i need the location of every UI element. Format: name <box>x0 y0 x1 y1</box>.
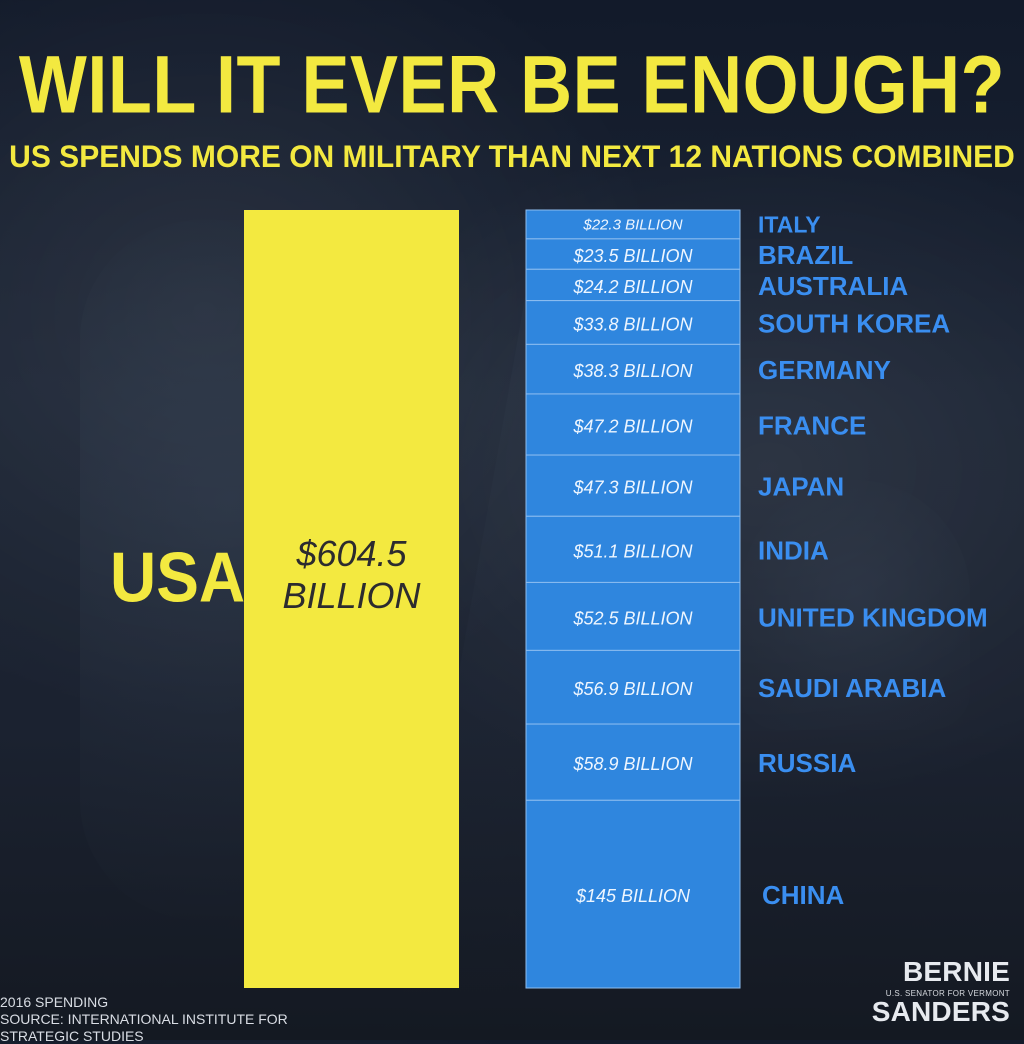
stack-value-label: $145 BILLION <box>575 886 691 906</box>
stack-bar-france <box>525 393 741 456</box>
country-label: FRANCE <box>758 411 866 441</box>
brand-name-bottom: SANDERS <box>871 996 1010 1027</box>
stack-bar-united-kingdom <box>525 581 741 651</box>
usa-value-line-2: BILLION <box>282 575 421 616</box>
country-label: UNITED KINGDOM <box>758 602 988 632</box>
stack-value-label: $52.5 BILLION <box>572 608 693 628</box>
country-label: INDIA <box>758 535 829 565</box>
stack-value-label: $23.5 BILLION <box>572 246 693 266</box>
stack-bar-south-korea <box>525 300 741 345</box>
stack-value-label: $24.2 BILLION <box>572 277 693 297</box>
usa-value-line-1: $604.5 <box>295 533 407 574</box>
stack-value-label: $33.8 BILLION <box>572 314 693 334</box>
stack-bar-japan <box>525 454 741 517</box>
page-title: WILL IT EVER BE ENOUGH? <box>18 39 1006 131</box>
usa-bar <box>244 210 459 988</box>
stack-value-label: $58.9 BILLION <box>572 754 693 774</box>
stack-value-label: $51.1 BILLION <box>572 541 693 561</box>
source-line: SOURCE: INTERNATIONAL INSTITUTE FOR STRA… <box>0 1010 288 1044</box>
stack-value-label: $22.3 BILLION <box>582 216 682 233</box>
country-label: AUSTRALIA <box>758 271 908 301</box>
stack-bar-russia <box>525 723 741 801</box>
usa-label: USA <box>110 537 246 617</box>
stack-value-label: $56.9 BILLION <box>572 679 693 699</box>
country-label: ITALY <box>758 211 821 237</box>
brand-name-top: BERNIE <box>903 956 1010 987</box>
country-label: GERMANY <box>758 355 891 385</box>
stack-value-label: $38.3 BILLION <box>572 361 693 381</box>
stack-bar-brazil <box>525 238 741 270</box>
page-subtitle: US SPENDS MORE ON MILITARY THAN NEXT 12 … <box>9 139 1015 175</box>
stack-bar-china <box>525 799 741 989</box>
country-label: SOUTH KOREA <box>758 308 950 338</box>
brand-logo: BERNIE U.S. SENATOR for VERMONT SANDERS <box>870 958 1010 1026</box>
stack-bar-italy <box>525 209 741 240</box>
country-label: BRAZIL <box>758 240 853 270</box>
stack-bar-india <box>525 515 741 583</box>
brand-subtitle: U.S. SENATOR for VERMONT <box>885 989 1010 998</box>
country-label: RUSSIA <box>758 748 856 778</box>
stack-value-label: $47.3 BILLION <box>572 478 693 498</box>
stack-bar-saudi-arabia <box>525 649 741 725</box>
stack-value-label: $47.2 BILLION <box>572 417 693 437</box>
source-note: 2016 SPENDING SOURCE: INTERNATIONAL INST… <box>0 994 360 1044</box>
country-label: CHINA <box>762 880 845 910</box>
country-label: JAPAN <box>758 472 844 502</box>
stack-bar-australia <box>525 268 741 302</box>
country-label: SAUDI ARABIA <box>758 673 946 703</box>
spending-year-note: 2016 SPENDING <box>0 994 109 1010</box>
